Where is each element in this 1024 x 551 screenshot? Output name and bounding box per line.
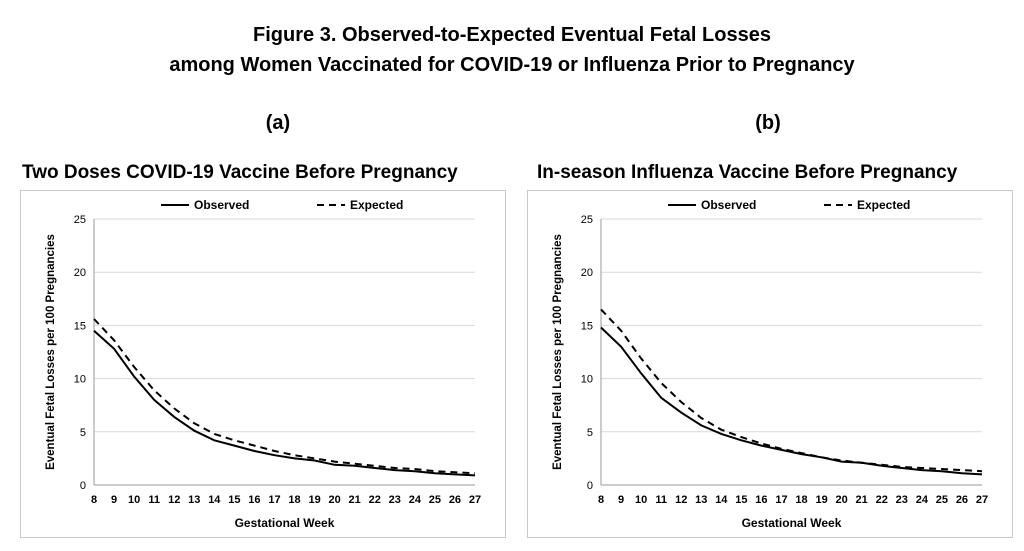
x-axis-title: Gestational Week bbox=[235, 516, 335, 530]
x-tick-label: 23 bbox=[896, 494, 908, 506]
x-tick-label: 19 bbox=[308, 494, 320, 506]
figure-title-line2: among Women Vaccinated for COVID-19 or I… bbox=[169, 54, 855, 76]
x-tick-label: 15 bbox=[735, 494, 747, 506]
chart-panel-a: 0 5 10 15 20 25 8 9 10 11 12 13 14 15 16 17 18 19 20 21 22 23… bbox=[20, 190, 506, 538]
x-tick-label: 13 bbox=[695, 494, 707, 506]
x-tick-label: 21 bbox=[349, 494, 361, 506]
chart-svg-b: 0 5 10 15 20 25 8 9 10 11 12 13 14 15 16 17 18 19 20 21 22 23… bbox=[552, 198, 988, 530]
y-tick-label: 15 bbox=[74, 320, 86, 332]
legend-label-expected: Expected bbox=[857, 198, 910, 212]
x-tick-label: 16 bbox=[755, 494, 767, 506]
y-tick-label: 10 bbox=[581, 374, 593, 386]
x-tick-label: 25 bbox=[936, 494, 948, 506]
y-tick-label: 0 bbox=[80, 480, 86, 492]
panel-label-b: (b) bbox=[755, 112, 781, 134]
x-tick-label: 22 bbox=[369, 494, 381, 506]
series-line-observed bbox=[93, 329, 476, 477]
x-tick-label: 26 bbox=[449, 494, 461, 506]
x-tick-label: 19 bbox=[815, 494, 827, 506]
x-tick-label: 11 bbox=[655, 494, 667, 506]
x-tick-label: 15 bbox=[228, 494, 240, 506]
y-tick-label: 0 bbox=[587, 480, 593, 492]
x-axis-title: Gestational Week bbox=[742, 516, 842, 530]
x-tick-label: 24 bbox=[916, 494, 929, 506]
y-tick-label: 20 bbox=[74, 267, 86, 279]
y-tick-label: 5 bbox=[80, 427, 86, 439]
x-tick-label: 20 bbox=[836, 494, 848, 506]
x-tick-label: 27 bbox=[976, 494, 988, 506]
x-tick-label: 10 bbox=[635, 494, 647, 506]
series-line-observed bbox=[600, 326, 983, 476]
y-tick-label: 15 bbox=[581, 320, 593, 332]
x-tick-label: 16 bbox=[248, 494, 260, 506]
x-tick-label: 21 bbox=[856, 494, 868, 506]
panel-label-a: (a) bbox=[265, 112, 291, 134]
x-tick-label: 27 bbox=[469, 494, 481, 506]
legend-label-expected: Expected bbox=[350, 198, 403, 212]
chart-panel-b: 0 5 10 15 20 25 8 9 10 11 12 13 14 15 16 17 18 19 20 21 22 23… bbox=[527, 190, 1013, 538]
y-axis-title: Eventual Fetal Losses per 100 Pregnancie… bbox=[45, 234, 57, 470]
x-tick-label: 8 bbox=[91, 494, 97, 506]
panel-title-b: In-season Influenza Vaccine Before Pregn… bbox=[537, 162, 958, 183]
chart-svg-a: 0 5 10 15 20 25 8 9 10 11 12 13 14 15 16 17 18 19 20 21 22 23… bbox=[45, 198, 481, 530]
x-tick-label: 23 bbox=[389, 494, 401, 506]
x-tick-label: 8 bbox=[598, 494, 604, 506]
x-tick-label: 17 bbox=[268, 494, 280, 506]
x-tick-label: 14 bbox=[208, 494, 221, 506]
x-tick-label: 9 bbox=[618, 494, 624, 506]
series-line-expected bbox=[93, 318, 476, 475]
x-tick-label: 22 bbox=[876, 494, 888, 506]
y-tick-label: 5 bbox=[587, 427, 593, 439]
y-tick-label: 20 bbox=[581, 267, 593, 279]
x-tick-label: 9 bbox=[111, 494, 117, 506]
x-tick-label: 12 bbox=[675, 494, 687, 506]
series-line-expected bbox=[600, 308, 983, 473]
x-tick-label: 12 bbox=[168, 494, 180, 506]
x-tick-label: 24 bbox=[409, 494, 422, 506]
x-tick-label: 20 bbox=[329, 494, 341, 506]
y-tick-label: 10 bbox=[74, 374, 86, 386]
legend-label-observed: Observed bbox=[194, 198, 249, 212]
panel-title-a: Two Doses COVID-19 Vaccine Before Pregna… bbox=[22, 162, 458, 183]
x-tick-label: 13 bbox=[188, 494, 200, 506]
x-tick-label: 25 bbox=[429, 494, 441, 506]
x-tick-label: 18 bbox=[288, 494, 300, 506]
legend-label-observed: Observed bbox=[701, 198, 756, 212]
x-tick-label: 14 bbox=[715, 494, 728, 506]
x-tick-label: 10 bbox=[128, 494, 140, 506]
y-axis-title: Eventual Fetal Losses per 100 Pregnancie… bbox=[552, 234, 564, 470]
x-tick-label: 18 bbox=[795, 494, 807, 506]
figure-title-line1: Figure 3. Observed-to-Expected Eventual … bbox=[253, 24, 771, 46]
x-tick-label: 11 bbox=[148, 494, 160, 506]
y-tick-label: 25 bbox=[74, 214, 86, 226]
y-tick-label: 25 bbox=[581, 214, 593, 226]
x-tick-label: 17 bbox=[775, 494, 787, 506]
x-tick-label: 26 bbox=[956, 494, 968, 506]
